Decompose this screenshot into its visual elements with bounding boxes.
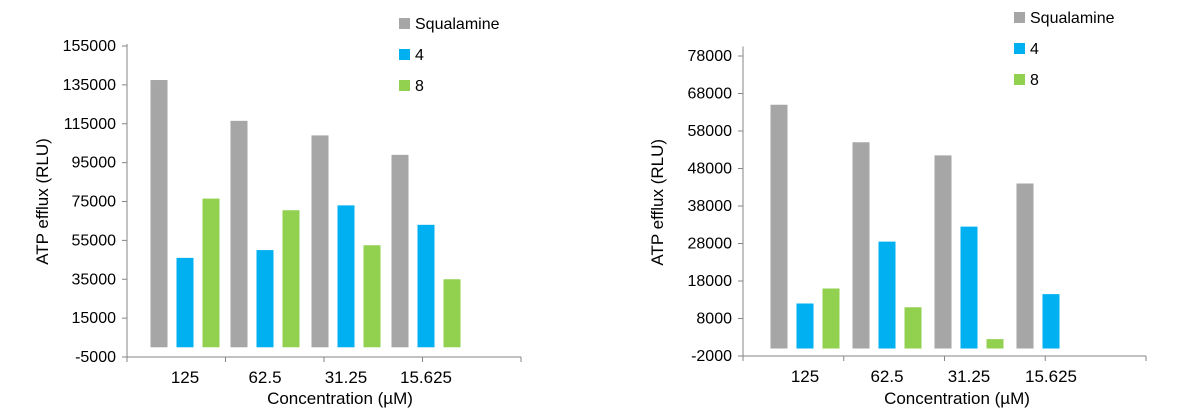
chart1-ytick-label-1: -5000: [75, 349, 116, 366]
chart2-bar-3-3: [986, 339, 1004, 349]
chart1-bar-2-3: [337, 205, 355, 348]
chart2-bar-3-1: [822, 288, 840, 349]
chart1-legend-label-1: Squalamine: [415, 16, 500, 33]
chart1-ytick-label-8: 135000: [63, 77, 116, 94]
chart1-ytick-label-7: 115000: [64, 116, 116, 133]
chart2-category-label-1: 125: [791, 367, 819, 386]
chart2-category-label-2: 62.5: [870, 367, 903, 386]
chart1-ytick-label-9: 155000: [63, 38, 116, 55]
chart2-category-label-4: 15.625: [1025, 367, 1077, 386]
chart1-ytick-label-6: 95000: [72, 155, 117, 172]
chart2-bar-1-3: [934, 155, 952, 349]
chart2-bar-1-4: [1016, 183, 1034, 349]
chart1-bar-3-1: [202, 198, 220, 348]
chart1-bar-2-4: [417, 224, 435, 348]
chart1-legend-label-3: 8: [415, 78, 424, 95]
chart2-bar-1-1: [770, 104, 788, 349]
chart1-bar-1-4: [391, 154, 409, 348]
chart1-legend-swatch-1: [399, 18, 410, 29]
chart1-ytick-label-3: 35000: [72, 271, 117, 288]
chart2-ytick-label-1: -2000: [691, 348, 732, 365]
chart2-category-label-3: 31.25: [948, 367, 991, 386]
chart2-bar-2-3: [960, 226, 978, 349]
chart2-ytick-label-6: 48000: [688, 161, 733, 178]
chart1-category-label-1: 125: [171, 368, 199, 387]
chart1-bar-3-2: [282, 210, 300, 348]
chart2-legend-label-2: 4: [1030, 41, 1039, 58]
chart2-y-axis-title: ATP efflux (RLU): [648, 139, 667, 266]
chart2-ytick-label-3: 18000: [688, 273, 733, 290]
chart2-bar-2-1: [796, 303, 814, 349]
chart1-legend-label-2: 4: [415, 47, 424, 64]
chart2-bar-1-2: [852, 142, 870, 349]
chart1-y-axis-title: ATP efflux (RLU): [33, 138, 52, 265]
chart1-bar-1-3: [311, 135, 329, 348]
chart1-legend-swatch-3: [399, 80, 410, 91]
chart2-x-axis-title: Concentration (µM): [884, 389, 1030, 408]
chart1-bar-3-3: [363, 245, 381, 348]
chart1-category-label-3: 31.25: [325, 368, 368, 387]
chart2-ytick-label-8: 68000: [688, 86, 733, 103]
chart2-legend-label-3: 8: [1030, 72, 1039, 89]
chart2-legend-swatch-1: [1014, 12, 1025, 23]
chart1-category-label-2: 62.5: [248, 368, 281, 387]
chart2-legend-swatch-3: [1014, 74, 1025, 85]
chart2-bar-2-4: [1042, 294, 1060, 349]
chart2-ytick-label-9: 78000: [688, 48, 733, 65]
chart2-ytick-label-5: 38000: [688, 198, 733, 215]
chart1-bar-2-2: [256, 250, 274, 348]
chart1-ytick-label-4: 55000: [72, 232, 117, 249]
chart2-ytick-label-7: 58000: [688, 123, 733, 140]
chart2-ytick-label-4: 28000: [688, 236, 733, 253]
chart2-legend-label-1: Squalamine: [1030, 10, 1115, 27]
chart1-category-label-4: 15.625: [400, 368, 452, 387]
chart1-legend-swatch-2: [399, 49, 410, 60]
chart1-bar-1-2: [230, 120, 248, 348]
chart2-bar-3-2: [904, 307, 922, 349]
chart1-bar-1-1: [150, 80, 168, 348]
chart2-bar-2-2: [878, 241, 896, 349]
chart2-legend-swatch-2: [1014, 43, 1025, 54]
chart2-ytick-label-2: 8000: [696, 311, 732, 328]
chart1-bar-2-1: [176, 257, 194, 348]
chart1-ytick-label-2: 15000: [72, 310, 117, 327]
chart1-x-axis-title: Concentration (µM): [267, 389, 413, 408]
chart1-ytick-label-5: 75000: [72, 194, 117, 211]
chart1-bar-3-4: [443, 279, 461, 348]
